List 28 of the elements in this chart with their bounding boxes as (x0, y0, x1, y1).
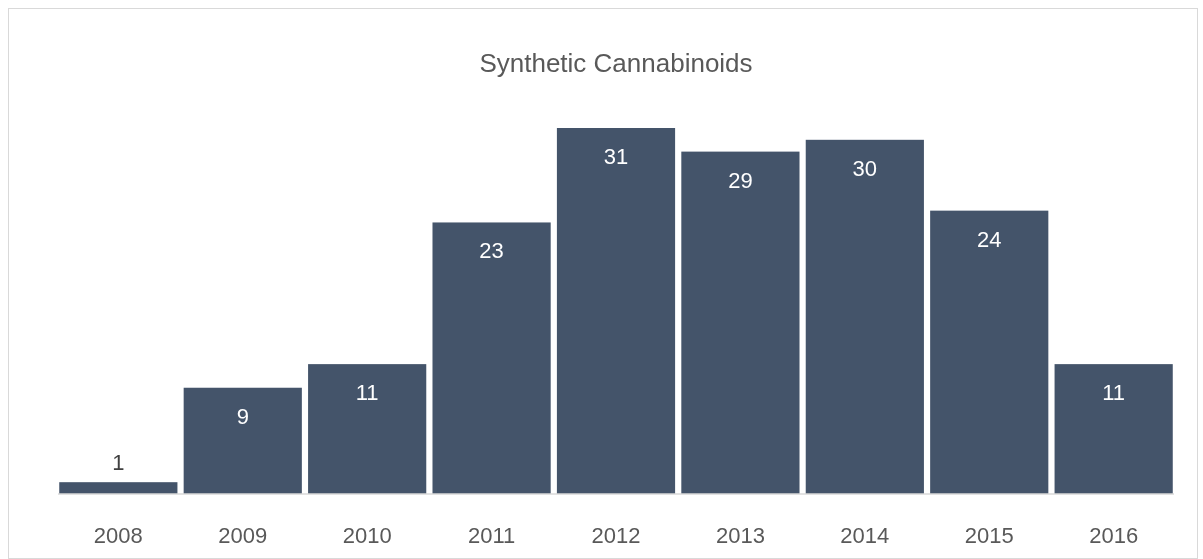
data-label: 24 (977, 226, 1002, 252)
bar (805, 139, 924, 494)
data-label: 11 (355, 380, 379, 406)
data-label: 30 (852, 155, 878, 181)
bar (183, 387, 302, 494)
bar (432, 222, 551, 494)
x-tick-label: 2009 (218, 523, 268, 548)
data-label: 29 (728, 167, 753, 193)
data-label: 11 (1102, 380, 1126, 406)
x-tick-label: 2012 (591, 523, 641, 548)
x-tick-label: 2016 (1089, 523, 1139, 548)
bar (59, 482, 178, 494)
data-label: 1 (112, 450, 125, 476)
bar (930, 210, 1049, 494)
bar (308, 364, 427, 494)
bar (1054, 364, 1173, 494)
chart-title: Synthetic Cannabinoids (479, 48, 753, 78)
x-tick-label: 2013 (715, 523, 765, 548)
bar (556, 128, 676, 494)
x-tick-label: 2014 (840, 523, 890, 548)
bar (681, 151, 800, 494)
x-tick-label: 2011 (467, 523, 516, 548)
x-tick-label: 2008 (93, 523, 143, 548)
data-label: 31 (603, 144, 629, 169)
data-label: 9 (236, 403, 249, 429)
x-tick-label: 2010 (342, 523, 392, 548)
x-tick-label: 2015 (964, 523, 1014, 548)
data-label: 23 (479, 238, 504, 264)
